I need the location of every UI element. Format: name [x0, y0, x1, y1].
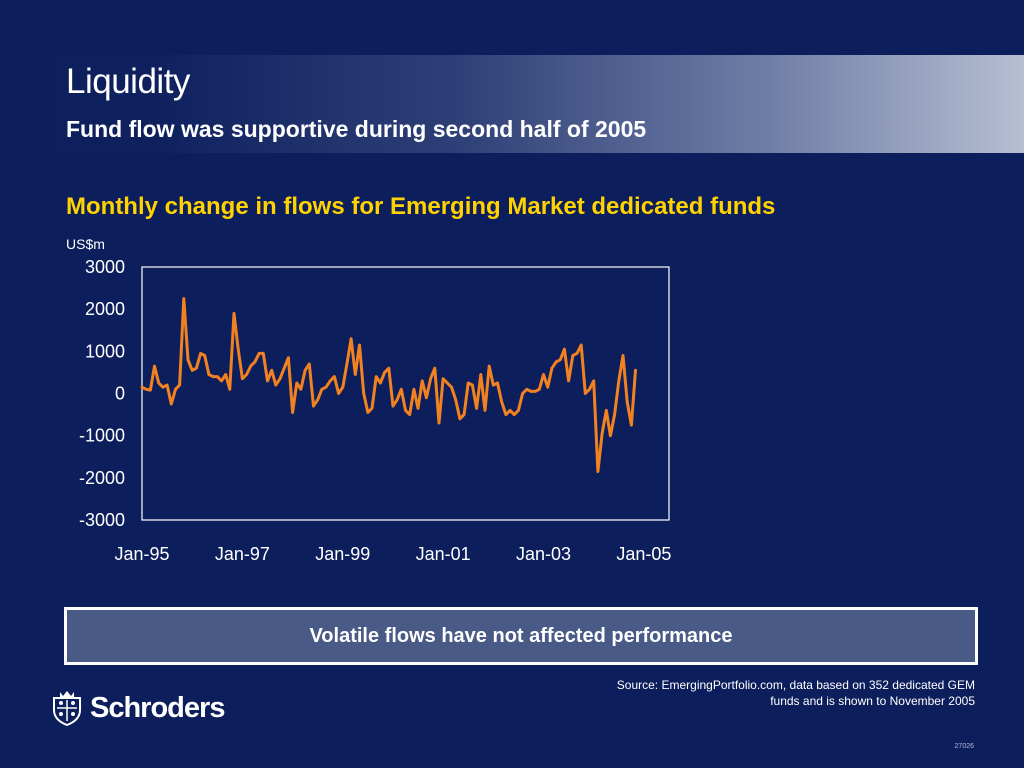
y-tick-label: -3000 — [79, 510, 125, 530]
flows-line-chart: 3000 2000 1000 0 -1000 -2000 -3000 Jan-95 Jan-97… — [79, 257, 671, 564]
x-tick-label: Jan-99 — [315, 544, 370, 564]
x-tick-label: Jan-95 — [114, 544, 169, 564]
schroders-logo: Schroders — [50, 690, 225, 726]
x-tick-label: Jan-05 — [616, 544, 671, 564]
y-tick-label: -2000 — [79, 468, 125, 488]
crest-icon — [53, 691, 81, 726]
callout-box: Volatile flows have not affected perform… — [64, 607, 978, 665]
slide-reference-number: 27026 — [954, 743, 974, 750]
source-line-2: funds and is shown to November 2005 — [770, 694, 975, 708]
x-tick-label: Jan-01 — [416, 544, 471, 564]
callout-text: Volatile flows have not affected perform… — [309, 624, 733, 647]
x-tick-label: Jan-03 — [516, 544, 571, 564]
logo-wordmark: Schroders — [90, 691, 225, 724]
y-tick-label: 1000 — [85, 341, 125, 361]
y-tick-label: 3000 — [85, 257, 125, 277]
page-title: Liquidity — [66, 62, 190, 101]
plot-frame — [141, 266, 670, 521]
page-subtitle: Fund flow was supportive during second h… — [66, 116, 647, 142]
source-line-1: Source: EmergingPortfolio.com, data base… — [616, 678, 975, 692]
x-tick-label: Jan-97 — [215, 544, 270, 564]
y-tick-label: 0 — [115, 384, 125, 404]
y-tick-label: -1000 — [79, 426, 125, 446]
y-unit-label: US$m — [66, 236, 105, 252]
source-note: Source: EmergingPortfolio.com, data base… — [535, 677, 975, 709]
chart-heading: Monthly change in flows for Emerging Mar… — [66, 193, 776, 220]
header-band — [0, 55, 1024, 153]
flow-series-line — [140, 297, 637, 473]
y-tick-label: 2000 — [85, 299, 125, 319]
